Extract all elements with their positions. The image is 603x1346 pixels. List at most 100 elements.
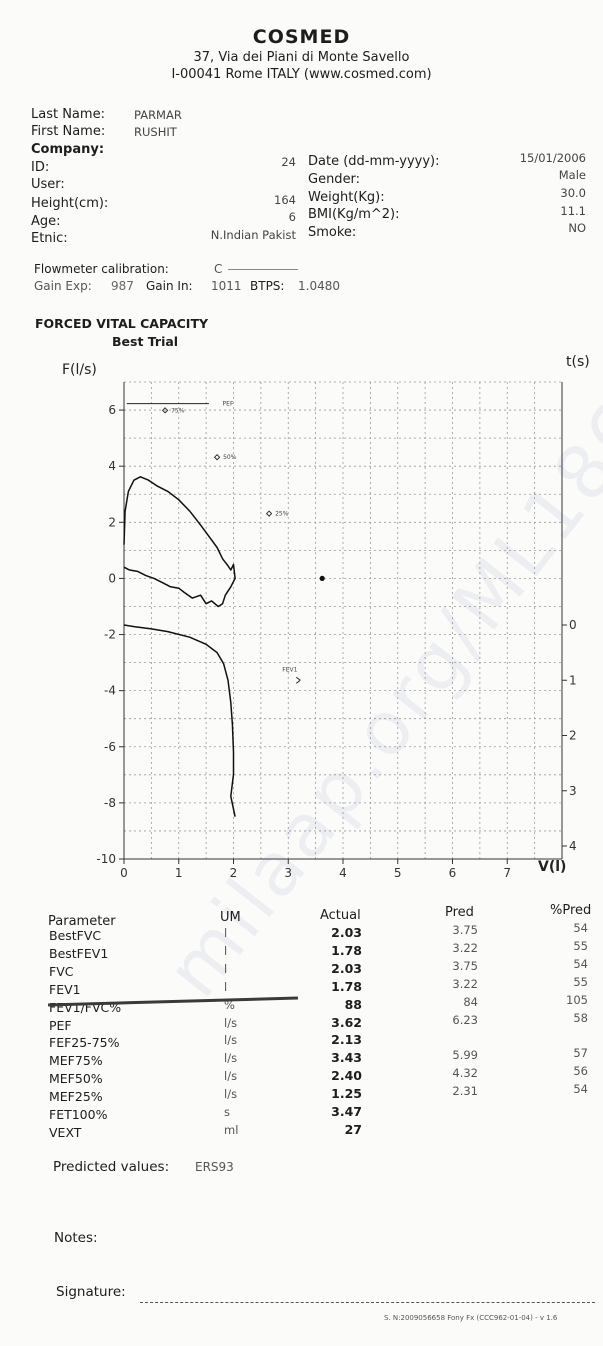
end-point-dot: [319, 575, 325, 582]
row-parameter: BestFVC: [49, 928, 102, 943]
first-name-value: RUSHIT: [134, 125, 177, 139]
user-label: User:: [31, 177, 65, 192]
y2-axis-label: t(s): [566, 354, 590, 370]
company-label: Company:: [31, 142, 105, 157]
y-tick-label: 2: [108, 515, 116, 529]
y-tick-label: -6: [104, 740, 116, 754]
annotation-label: FEV1: [282, 666, 297, 673]
gain-in-value: 1011: [211, 279, 242, 293]
row-actual: 2.03: [331, 960, 362, 976]
row-actual: 1.78: [331, 942, 362, 958]
row-actual: 3.62: [331, 1014, 362, 1030]
flow-volume-chart: 0 1 2 3 4 5 6 7 6 4 2 0 -2 -4 -6 -8 -10 0 1 2 3 4 F(l/s) V(l) t…: [62, 354, 590, 880]
volume-time-curve: [123, 624, 236, 817]
x-tick-label: 3: [284, 866, 292, 880]
col-header-pred: Pred: [445, 905, 474, 920]
y2-tick-label: 0: [569, 618, 577, 632]
y-tick-label: 6: [108, 403, 116, 417]
row-pctpred: 54: [573, 921, 588, 935]
age-label: Age:: [31, 214, 61, 229]
row-um: l/s: [224, 1033, 238, 1048]
annotation-label: 75%: [171, 407, 185, 414]
row-actual: 1.78: [331, 978, 362, 994]
y-tick-label: -4: [104, 684, 116, 698]
row-um: l: [224, 926, 228, 940]
row-um: l/s: [224, 1015, 238, 1030]
notes-label: Notes:: [54, 1230, 98, 1246]
x-tick-label: 1: [175, 866, 183, 880]
row-parameter: PEF: [49, 1017, 72, 1033]
row-parameter: FEV1: [49, 981, 81, 997]
row-um: l: [224, 979, 228, 994]
etnic-value: N.Indian Pakist: [210, 228, 296, 242]
height-value: 164: [274, 193, 296, 207]
row-parameter: VEXT: [49, 1124, 82, 1140]
x-tick-label: 6: [449, 866, 457, 880]
x-tick-label: 5: [394, 866, 402, 880]
col-header-um: UM: [220, 910, 241, 925]
row-actual: 27: [344, 1121, 362, 1137]
first-name-label: First Name:: [31, 124, 106, 139]
col-header-actual: Actual: [320, 908, 361, 923]
gain-exp-label: Gain Exp:: [34, 279, 92, 293]
id-value: 24: [281, 155, 296, 169]
etnic-label: Etnic:: [31, 231, 68, 246]
row-actual: 2.13: [331, 1032, 362, 1048]
annotation-label: 25%: [275, 511, 289, 518]
company-name: COSMED: [252, 26, 351, 48]
chart-marks: [123, 403, 325, 817]
x-tick-label: 7: [503, 866, 511, 880]
row-pctpred: 56: [573, 1064, 588, 1079]
row-actual: 2.03: [331, 925, 362, 940]
col-header-pctpred: %Pred: [550, 903, 592, 918]
flowmeter-calibration-value: C: [214, 262, 223, 276]
row-parameter: MEF25%: [49, 1089, 103, 1105]
date-label: Date (dd-mm-yyyy):: [308, 154, 440, 169]
test-title: FORCED VITAL CAPACITY: [35, 316, 209, 331]
row-parameter: FEF25-75%: [49, 1035, 120, 1051]
x-tick-label: 4: [339, 866, 347, 880]
predicted-point-marker: [265, 510, 273, 517]
x-axis-label: V(l): [538, 859, 566, 875]
y-tick-label: 4: [108, 459, 116, 473]
y-tick-label: -8: [104, 796, 116, 810]
smoke-value: NO: [568, 221, 586, 235]
row-pred: 3.75: [452, 923, 478, 937]
row-pred: 84: [463, 994, 478, 1009]
row-pred: 3.22: [452, 940, 478, 955]
row-parameter: MEF75%: [49, 1053, 103, 1069]
row-pctpred: 105: [566, 992, 588, 1007]
chart-ticks: 0 1 2 3 4 5 6 7 6 4 2 0 -2 -4 -6 -8 -10 0 1 2 3 4: [96, 403, 576, 880]
last-name-label: Last Name:: [31, 107, 105, 122]
company-address-line2: I-00041 Rome ITALY (www.cosmed.com): [171, 67, 432, 82]
gain-in-label: Gain In:: [146, 279, 193, 293]
row-pred: 4.32: [452, 1066, 478, 1081]
chart-labels: F(l/s) V(l) t(s) PEF 75% 50% 25% FEV1: [62, 354, 590, 875]
row-um: l/s: [224, 1087, 238, 1102]
btps-value: 1.0480: [298, 279, 340, 293]
gender-value: Male: [558, 168, 586, 182]
row-pred: 6.23: [452, 1012, 478, 1027]
company-address-line1: 37, Via dei Piani di Monte Savello: [193, 50, 410, 65]
y2-tick-label: 3: [569, 784, 577, 798]
predicted-point-marker: [213, 454, 221, 461]
strikethrough-line: [48, 996, 298, 1007]
age-value: 6: [288, 210, 296, 224]
predicted-values-label: Predicted values:: [53, 1159, 170, 1175]
row-parameter: FVC: [49, 963, 74, 979]
x-tick-label: 2: [230, 866, 238, 880]
last-name-value: PARMAR: [134, 108, 182, 122]
row-um: l/s: [224, 1069, 238, 1084]
predicted-point-marker: [161, 407, 169, 414]
y-tick-label: -2: [104, 628, 116, 642]
weight-label: Weight(Kg):: [308, 190, 385, 205]
date-value: 15/01/2006: [519, 151, 586, 165]
bmi-label: BMI(Kg/m^2):: [308, 207, 400, 222]
row-actual: 1.25: [331, 1086, 362, 1102]
row-pctpred: 54: [573, 1082, 588, 1097]
annotation-label: PEF: [223, 401, 234, 408]
row-pred: 5.99: [452, 1048, 478, 1063]
row-pred: 2.31: [452, 1084, 478, 1099]
row-pred: 3.75: [452, 958, 478, 973]
signature-label: Signature:: [56, 1284, 126, 1300]
